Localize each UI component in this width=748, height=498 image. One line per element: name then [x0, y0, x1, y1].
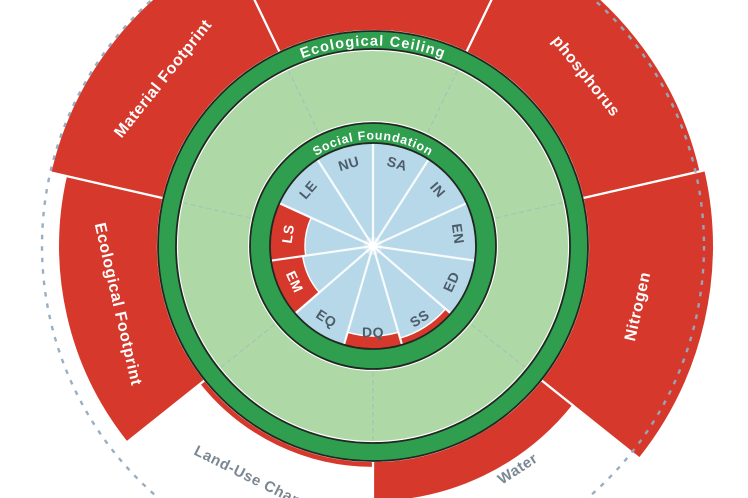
ecological-ceiling-ring-outer-outline — [157, 30, 589, 462]
social-spoke-line — [372, 244, 475, 262]
social-spoke-line — [271, 244, 374, 262]
social-segment-label-ED: ED — [440, 269, 463, 294]
social-segment-label-EN: EN — [449, 222, 468, 245]
social-spoke-line — [372, 159, 430, 247]
ecological-ceiling-ring-inner-outline — [175, 48, 571, 444]
social-spoke-line — [372, 202, 467, 248]
outer-dashed-boundary-circle — [40, 0, 706, 498]
social-spoke-line — [294, 245, 374, 314]
ecological-divider-line — [427, 70, 458, 133]
ecological-divider-line — [471, 324, 526, 368]
social-foundation-ring-inner-outline — [269, 142, 477, 350]
social-foundation-ring — [250, 123, 496, 369]
ecological-divider-line — [288, 70, 319, 133]
social-segment-label-LS: LS — [279, 223, 298, 244]
social-segment-label-NU: NU — [336, 153, 361, 174]
social-spoke-line — [343, 245, 375, 345]
social-spoke-line — [371, 245, 403, 345]
social-foundation-ring-outer-outline — [249, 122, 497, 370]
social-segment-label-SA: SA — [385, 153, 409, 174]
social-spoke-line — [372, 245, 452, 314]
ecological-divider-line — [183, 202, 251, 219]
ecological-divider-line — [220, 324, 275, 368]
center-dot — [368, 241, 378, 251]
ecological-divider-line — [495, 202, 563, 219]
social-spoke-line — [279, 202, 374, 248]
social-segment-label-DQ: DQ — [362, 324, 384, 340]
social-spoke-line — [316, 159, 374, 247]
ecological-ceiling-ring — [158, 31, 588, 461]
